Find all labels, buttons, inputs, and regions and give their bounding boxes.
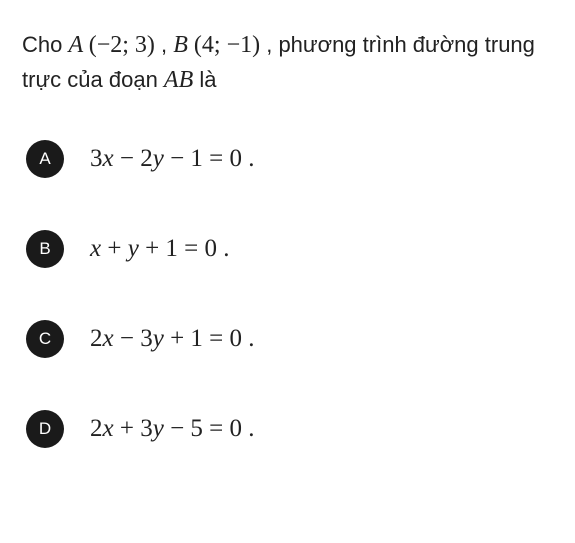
options-list: A 3x − 2y − 1 = 0 . B x + y + 1 = 0 . C … [22,140,553,448]
question-suffix: là [193,67,216,92]
option-text: 2x − 3y + 1 = 0 . [90,325,255,353]
option-badge: A [26,140,64,178]
sep1: , [155,32,173,57]
option-badge: B [26,230,64,268]
option-text: 2x + 3y − 5 = 0 . [90,415,255,443]
option-badge: D [26,410,64,448]
option-badge: C [26,320,64,358]
option-text: 3x − 2y − 1 = 0 . [90,145,255,173]
point-a: A (−2; 3) [68,32,154,58]
option-d[interactable]: D 2x + 3y − 5 = 0 . [26,410,553,448]
question-prefix: Cho [22,32,68,57]
question-text: Cho A (−2; 3) , B (4; −1) , phương trình… [22,28,553,98]
point-b: B (4; −1) [173,32,260,58]
option-c[interactable]: C 2x − 3y + 1 = 0 . [26,320,553,358]
option-text: x + y + 1 = 0 . [90,235,230,263]
option-b[interactable]: B x + y + 1 = 0 . [26,230,553,268]
segment-ab: AB [164,67,193,93]
option-a[interactable]: A 3x − 2y − 1 = 0 . [26,140,553,178]
